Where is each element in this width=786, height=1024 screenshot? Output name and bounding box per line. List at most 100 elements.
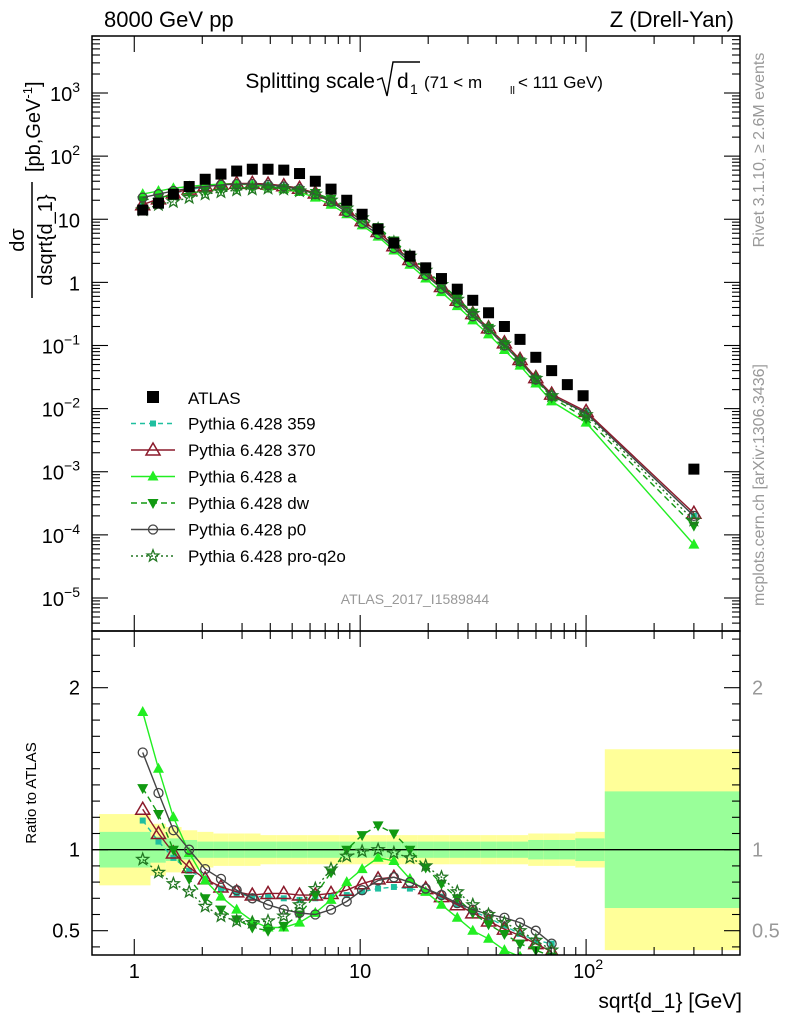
series-pythia-6-428-p0-ratio-point <box>420 883 431 894</box>
series-pythia-6-428-pro-q2o-point <box>165 193 182 209</box>
atlas-data-point <box>561 379 573 391</box>
series-pythia-6-428-a-ratio-point <box>517 950 523 955</box>
y-tick-label-main: 10−1 <box>42 332 80 359</box>
series-pythia-6-428-359-ratio-point <box>406 885 413 892</box>
series-pythia-6-428-a-line <box>142 183 695 546</box>
series-pythia-6-428-dw-ratio-point <box>183 874 195 885</box>
series-pythia-6-428-a-ratio-point <box>294 916 306 927</box>
series-pythia-6-428-a-ratio-point <box>183 846 195 857</box>
series-pythia-6-428-p0-ratio-point <box>325 904 337 915</box>
series-pythia-6-428-370-line <box>142 182 695 514</box>
series-pythia-6-428-p0-point <box>341 206 352 218</box>
series-pythia-6-428-pro-q2o-ratio-point <box>496 914 513 930</box>
legend-label-5: Pythia 6.428 pro-q2o <box>188 547 346 566</box>
series-pythia-6-428-pro-q2o-ratio-point <box>260 912 276 928</box>
series-pythia-6-428-p0-ratio-point <box>215 873 227 885</box>
atlas-data-point <box>309 175 321 187</box>
series-pythia-6-428-dw-ratio-point <box>152 810 164 821</box>
atlas-data-point <box>262 163 274 175</box>
series-pythia-6-428-dw-point <box>199 187 211 198</box>
plot-title-text: Splitting scale <box>245 70 375 93</box>
mass-range-suffix: < 111 GeV) <box>518 73 603 92</box>
series-atlas-data <box>137 163 700 475</box>
series-pythia-6-428-pro-q2o-ratio-point <box>244 914 260 930</box>
series-pythia-6-428-pro-q2o-ratio <box>135 841 560 955</box>
mass-range-subscript: ll <box>510 85 515 97</box>
series-pythia-6-428-pro-q2o-point <box>528 370 544 385</box>
series-pythia-6-428-a-ratio-point <box>231 903 243 914</box>
series-pythia-6-428-370-ratio-point <box>448 896 466 911</box>
series-pythia-6-428-pro-q2o-point <box>512 352 528 368</box>
series-pythia-6-428-p0-ratio-point <box>356 885 368 896</box>
y-tick-label-main-base: 10 <box>42 526 64 548</box>
series-pythia-6-428-pro-q2o-ratio-point <box>323 861 339 876</box>
series-pythia-6-428-p0-ratio-point <box>499 912 510 923</box>
series-pythia-6-428-a-ratio-point <box>483 932 495 943</box>
series-pythia-6-428-pro-q2o-ratio-point <box>229 912 245 928</box>
series-pythia-6-428-p0-point <box>530 374 541 385</box>
series-pythia-6-428-pro-q2o-ratio-line <box>142 848 553 951</box>
series-pythia-6-428-a-ratio-point <box>341 876 353 887</box>
x-tick-label-base: 1 <box>129 961 140 983</box>
series-pythia-6-428-p0-ratio-point <box>546 938 557 949</box>
series-pythia-6-428-p0-ratio-point <box>388 872 400 883</box>
series-pythia-6-428-a-point <box>420 272 432 283</box>
atlas-data-point <box>246 163 258 175</box>
series-pythia-6-428-pro-q2o-ratio-point <box>165 875 182 891</box>
series-pythia-6-428-p0-ratio-point <box>310 909 321 920</box>
atlas-data-point <box>356 208 368 220</box>
series-pythia-6-428-p0-ratio-point <box>514 917 526 928</box>
mcplots-reference-label: mcplots.cern.ch [arXiv:1306.3436] <box>751 364 768 606</box>
atlas-data-point <box>577 390 589 402</box>
y-tick-label-main: 103 <box>50 79 80 106</box>
series-pythia-6-428-pro-q2o-ratio-point <box>480 906 497 922</box>
series-pythia-6-428-p0-point <box>215 179 227 191</box>
series-pythia-6-428-a-ratio-point <box>467 924 479 935</box>
series-pythia-6-428-370-ratio-point <box>134 800 152 815</box>
y-tick-label-main-base: 10 <box>42 400 64 422</box>
series-pythia-6-428-p0-point <box>452 297 463 308</box>
legend: ATLAS Pythia 6.428 359 Pythia 6.428 370 Pyt… <box>131 389 346 566</box>
series-pythia-6-428-370-ratio-point <box>150 825 167 840</box>
atlas-data-point <box>435 273 447 285</box>
series-pythia-6-428-a-point <box>435 286 447 297</box>
series-pythia-6-428-370-ratio-point <box>243 886 261 901</box>
y-tick-label-main-exponent: −5 <box>64 584 80 600</box>
atlas-data-point <box>341 194 353 206</box>
x-tick-label: 10 <box>349 961 371 983</box>
series-pythia-6-428-a-ratio <box>137 706 523 955</box>
series-pythia-6-428-pro-q2o-ratio-point <box>433 869 450 884</box>
atlas-data-point <box>215 168 227 180</box>
series-pythia-6-428-p0-ratio-point <box>372 875 384 886</box>
series-pythia-6-428-359-ratio-point <box>390 883 397 890</box>
series-pythia-6-428-pro-q2o-line <box>142 187 695 521</box>
x-tick-label: 102 <box>573 956 603 983</box>
atlas-data-point <box>167 188 179 200</box>
series-pythia-6-428-370-ratio-point <box>180 859 198 874</box>
plot-title: Splitting scale d 1 (71 < m ll < 111 GeV… <box>245 61 603 97</box>
legend-marker-4 <box>147 524 159 535</box>
series-pythia-6-428-pro-q2o-ratio-point <box>213 908 229 923</box>
series-pythia-6-428-pro-q2o-ratio-point <box>307 880 323 896</box>
series-pythia-6-428-pro-q2o-point <box>291 182 308 198</box>
series-pythia-6-428-pro-q2o-point <box>260 180 276 195</box>
series-pythia-6-428-359-line <box>142 183 695 517</box>
series-pythia-6-428-p0-point <box>483 324 494 335</box>
ratio-plot-frame <box>91 630 741 956</box>
legend-label-4: Pythia 6.428 p0 <box>188 521 306 540</box>
y-tick-label-main-base: 10 <box>42 589 64 611</box>
series-pythia-6-428-p0-ratio-point <box>467 904 478 915</box>
legend-marker-5 <box>145 547 161 563</box>
legend-marker-atlas <box>147 391 159 403</box>
y-tick-label-ratio-right: 1 <box>752 840 763 862</box>
atlas-data-point <box>294 168 306 180</box>
y-tick-label-main-base: 10 <box>50 147 72 169</box>
series-pythia-6-428-pro-q2o-point <box>244 181 260 196</box>
series-pythia-6-428-pro-q2o-ratio-point <box>418 857 434 873</box>
atlas-data-point <box>451 283 463 295</box>
series-pythia-6-428-370-ratio-point <box>165 844 182 859</box>
sqrt-argument: d <box>397 70 409 93</box>
atlas-data-point <box>467 294 479 306</box>
series-pythia-6-428-dw-point <box>137 196 149 207</box>
